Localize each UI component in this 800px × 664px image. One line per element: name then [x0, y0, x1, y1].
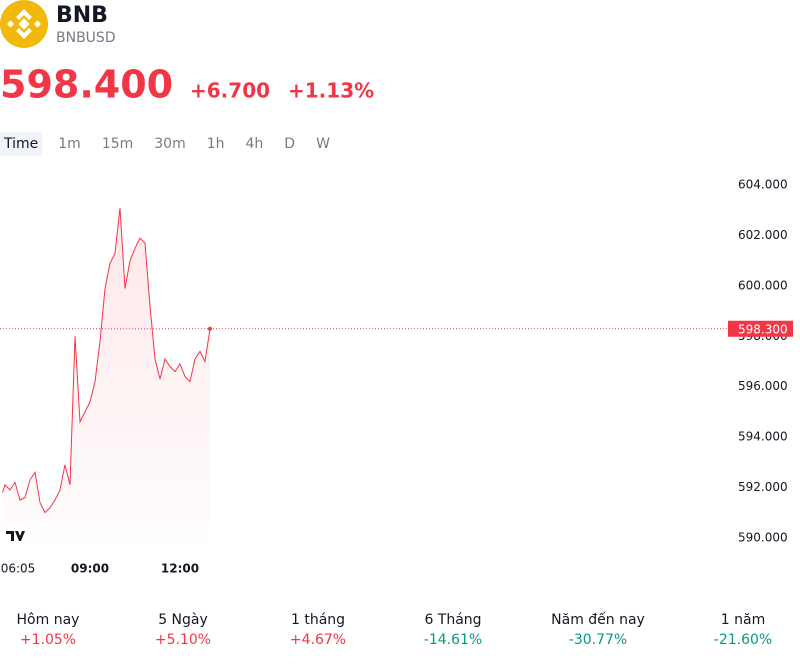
x-tick-label: 12:00: [161, 562, 199, 576]
last-price-label: 598.300: [738, 322, 788, 336]
period-change: +4.67%: [290, 632, 346, 648]
interval-tab[interactable]: W: [316, 136, 330, 152]
performance-item[interactable]: Hôm nay +1.05%: [17, 612, 80, 648]
asset-name: BNB: [56, 3, 108, 28]
x-tick-label: 06:05: [1, 562, 36, 576]
interval-tab[interactable]: 4h: [246, 136, 264, 152]
performance-item[interactable]: 1 tháng +4.67%: [290, 612, 346, 648]
y-tick-label: 596.000: [738, 379, 788, 393]
period-label: 6 Tháng: [424, 612, 481, 628]
logo: [0, 0, 48, 48]
interval-tab[interactable]: 30m: [154, 136, 185, 152]
performance-item[interactable]: 6 Tháng -14.61%: [424, 612, 482, 648]
price-change: +6.700: [190, 79, 270, 103]
interval-tab[interactable]: 15m: [102, 136, 133, 152]
period-change: -14.61%: [424, 632, 482, 648]
performance-row: Hôm nay +1.05% 5 Ngày +5.10% 1 tháng +4.67% 6 …: [17, 611, 773, 648]
y-tick-label: 600.000: [738, 278, 788, 292]
period-change: +1.05%: [20, 632, 76, 648]
y-tick-label: 590.000: [738, 530, 788, 544]
chart: 590.000592.000594.000596.000598.000600.0…: [0, 178, 793, 576]
y-tick-label: 594.000: [738, 430, 788, 444]
tab-label: 1m: [58, 136, 81, 152]
y-tick-label: 602.000: [738, 228, 788, 242]
period-change: +5.10%: [155, 632, 211, 648]
area: [2, 207, 210, 545]
tab-label: 30m: [154, 136, 185, 152]
interval-tab[interactable]: 1h: [207, 136, 225, 152]
tab-active-bg: [0, 132, 43, 156]
period-label: 5 Ngày: [158, 612, 208, 628]
performance-item[interactable]: Năm đến nay -30.77%: [551, 611, 645, 648]
tab-label: W: [316, 136, 330, 152]
interval-tab[interactable]: D: [284, 136, 295, 152]
tab-label: Time: [3, 136, 38, 152]
y-tick-label: 604.000: [738, 178, 788, 192]
period-label: 1 năm: [721, 612, 765, 628]
x-tick-label: 09:00: [71, 562, 109, 576]
y-tick-label: 592.000: [738, 480, 788, 494]
last-point: [208, 326, 212, 331]
period-change: -30.77%: [569, 632, 627, 648]
tab-label: D: [284, 136, 295, 152]
price: 598.400: [0, 63, 173, 107]
period-label: 1 tháng: [291, 612, 345, 628]
tab-label: 15m: [102, 136, 133, 152]
asset-symbol: BNBUSD: [56, 30, 116, 46]
period-label: Hôm nay: [17, 612, 80, 628]
performance-item[interactable]: 5 Ngày +5.10%: [155, 612, 211, 648]
tab-label: 4h: [246, 136, 264, 152]
performance-item[interactable]: 1 năm -21.60%: [714, 612, 772, 648]
interval-tab[interactable]: 1m: [58, 136, 81, 152]
last-price-badge: [728, 320, 793, 337]
period-label: Năm đến nay: [551, 611, 645, 628]
period-change: -21.60%: [714, 632, 772, 648]
interval-tabs: Time 1m 15m 30m 1h 4h D W: [0, 132, 330, 156]
tab-label: 1h: [207, 136, 225, 152]
price-change-percent: +1.13%: [288, 79, 374, 103]
price-line: [2, 207, 211, 514]
tradingview-logo: [1, 523, 27, 549]
interval-tab[interactable]: Time: [0, 132, 43, 156]
